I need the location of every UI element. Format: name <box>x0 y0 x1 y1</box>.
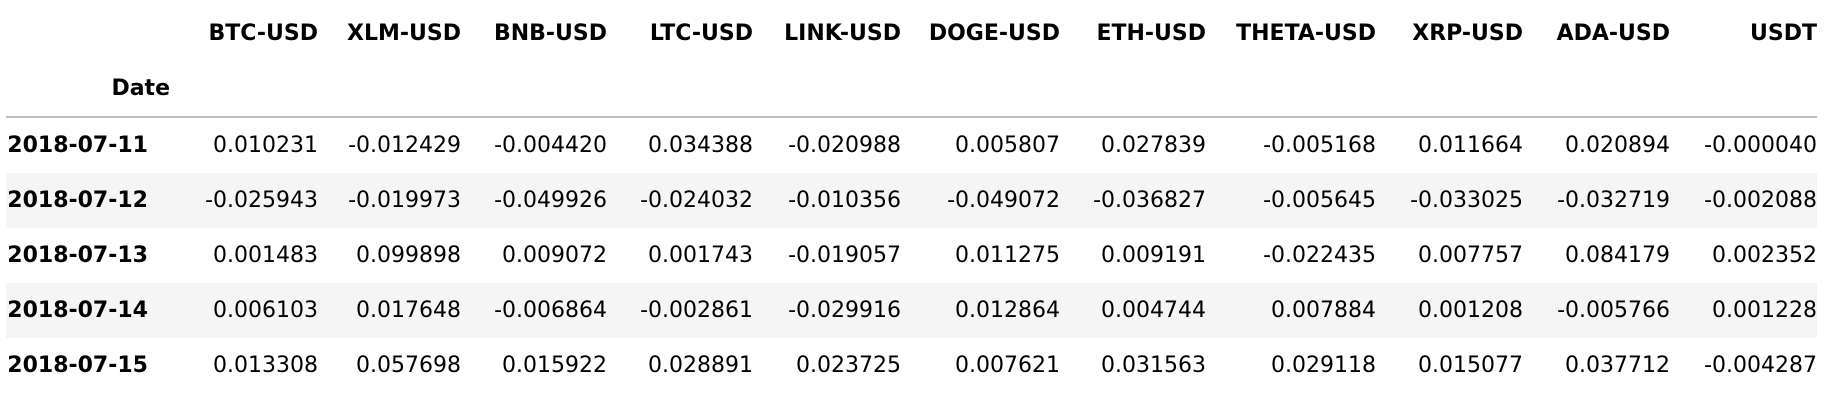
table-cell: -0.025943 <box>205 188 318 213</box>
table-cell: 0.001208 <box>1418 298 1523 323</box>
table-cell: 0.013308 <box>213 353 318 378</box>
table-cell: 0.007884 <box>1271 298 1376 323</box>
table-cell: 0.015922 <box>502 353 607 378</box>
index-name: Date <box>111 76 170 101</box>
column-header: LINK-USD <box>784 21 901 46</box>
table-cell: 0.011664 <box>1418 133 1523 158</box>
column-header: USDT <box>1750 21 1817 46</box>
table-cell: -0.000040 <box>1704 133 1817 158</box>
table-row: 2018-07-13 0.001483 0.099898 0.009072 0.… <box>6 228 1817 283</box>
table-row: 2018-07-12 -0.025943 -0.019973 -0.049926… <box>6 173 1817 228</box>
table-cell: -0.004287 <box>1704 353 1817 378</box>
table-cell: 0.017648 <box>356 298 461 323</box>
table-cell: 0.009191 <box>1101 243 1206 268</box>
table-cell: 0.023725 <box>796 353 901 378</box>
table-cell: 0.020894 <box>1565 133 1670 158</box>
column-header: ADA-USD <box>1556 21 1670 46</box>
row-index: 2018-07-15 <box>7 353 148 378</box>
table-cell: -0.002088 <box>1704 188 1817 213</box>
table-cell: -0.012429 <box>348 133 461 158</box>
table-cell: -0.022435 <box>1263 243 1376 268</box>
table-row: 2018-07-15 0.013308 0.057698 0.015922 0.… <box>6 338 1817 393</box>
table-cell: 0.006103 <box>213 298 318 323</box>
table-cell: -0.010356 <box>788 188 901 213</box>
table-header: BTC-USD XLM-USD BNB-USD LTC-USD LINK-USD… <box>6 6 1817 117</box>
table-cell: 0.011275 <box>955 243 1060 268</box>
table-cell: 0.007621 <box>955 353 1060 378</box>
table-cell: 0.001483 <box>213 243 318 268</box>
column-header: DOGE-USD <box>928 21 1060 46</box>
table-cell: -0.032719 <box>1557 188 1670 213</box>
column-header: BTC-USD <box>208 21 318 46</box>
column-header: XLM-USD <box>347 21 461 46</box>
row-index: 2018-07-14 <box>7 298 148 323</box>
table-cell: 0.027839 <box>1101 133 1206 158</box>
column-header-row: BTC-USD XLM-USD BNB-USD LTC-USD LINK-USD… <box>6 6 1817 61</box>
row-index: 2018-07-12 <box>7 188 148 213</box>
column-header: LTC-USD <box>649 21 753 46</box>
table-cell: 0.010231 <box>213 133 318 158</box>
table-cell: 0.002352 <box>1712 243 1817 268</box>
table-cell: -0.005766 <box>1557 298 1670 323</box>
table-cell: 0.001228 <box>1712 298 1817 323</box>
table-cell: 0.012864 <box>955 298 1060 323</box>
table-cell: 0.028891 <box>648 353 753 378</box>
table-cell: -0.033025 <box>1410 188 1523 213</box>
table-cell: -0.006864 <box>494 298 607 323</box>
table-cell: 0.099898 <box>356 243 461 268</box>
table-cell: 0.007757 <box>1418 243 1523 268</box>
column-header: ETH-USD <box>1096 21 1206 46</box>
column-header: THETA-USD <box>1236 21 1376 46</box>
table-cell: -0.020988 <box>788 133 901 158</box>
table-cell: 0.001743 <box>648 243 753 268</box>
table-cell: -0.029916 <box>788 298 901 323</box>
table-cell: 0.004744 <box>1101 298 1206 323</box>
table-cell: -0.019057 <box>788 243 901 268</box>
table-cell: -0.024032 <box>640 188 753 213</box>
table-body: 2018-07-11 0.010231 -0.012429 -0.004420 … <box>6 117 1817 393</box>
column-header: BNB-USD <box>493 21 607 46</box>
table-cell: 0.015077 <box>1418 353 1523 378</box>
row-index: 2018-07-13 <box>7 243 148 268</box>
table-cell: 0.005807 <box>955 133 1060 158</box>
dataframe-table: BTC-USD XLM-USD BNB-USD LTC-USD LINK-USD… <box>6 6 1817 393</box>
table-cell: -0.004420 <box>494 133 607 158</box>
table-cell: -0.019973 <box>348 188 461 213</box>
table-cell: 0.029118 <box>1271 353 1376 378</box>
table-cell: 0.057698 <box>356 353 461 378</box>
table-cell: 0.031563 <box>1101 353 1206 378</box>
table-cell: -0.005645 <box>1263 188 1376 213</box>
table-cell: -0.036827 <box>1093 188 1206 213</box>
table-cell: -0.049072 <box>947 188 1060 213</box>
table-cell: -0.049926 <box>494 188 607 213</box>
table-row: 2018-07-11 0.010231 -0.012429 -0.004420 … <box>6 117 1817 173</box>
corner-cell <box>6 6 170 61</box>
table-cell: 0.034388 <box>648 133 753 158</box>
row-index: 2018-07-11 <box>7 133 148 158</box>
table-cell: 0.037712 <box>1565 353 1670 378</box>
index-name-row: Date <box>6 61 1817 117</box>
table-cell: 0.009072 <box>502 243 607 268</box>
table-cell: -0.002861 <box>640 298 753 323</box>
table-cell: 0.084179 <box>1565 243 1670 268</box>
table-row: 2018-07-14 0.006103 0.017648 -0.006864 -… <box>6 283 1817 338</box>
table-cell: -0.005168 <box>1263 133 1376 158</box>
column-header: XRP-USD <box>1412 21 1523 46</box>
